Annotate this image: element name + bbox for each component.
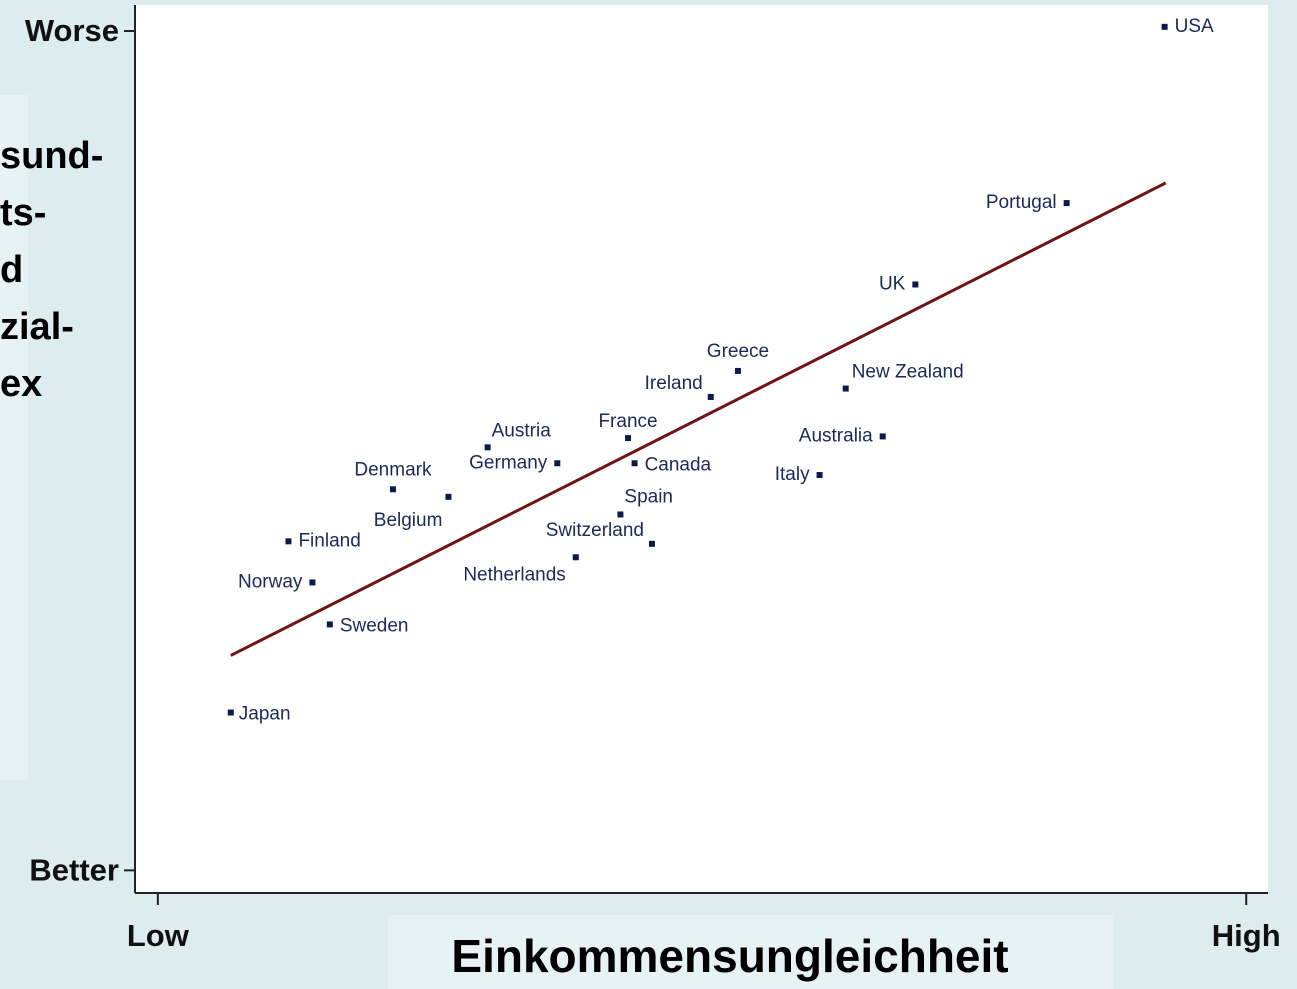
point-label: Canada: [645, 454, 712, 475]
point-label: USA: [1175, 16, 1214, 37]
label-panel: [0, 95, 28, 780]
point-label: Belgium: [374, 510, 443, 531]
point-label: Ireland: [645, 373, 703, 394]
point: [309, 579, 316, 586]
point-label: Austria: [492, 420, 552, 441]
point-label: Portugal: [986, 192, 1057, 213]
point: [617, 511, 624, 518]
point: [227, 709, 234, 716]
point: [389, 486, 396, 493]
point: [484, 444, 491, 451]
point: [734, 367, 741, 374]
point: [842, 385, 849, 392]
y-axis-label: sund-: [0, 135, 103, 177]
point-label: Netherlands: [463, 564, 565, 585]
point: [554, 460, 561, 467]
point-label: France: [598, 411, 657, 432]
point-label: Germany: [469, 452, 548, 473]
x-axis-label: Einkommensungleichheit: [451, 930, 1008, 982]
point-label: Finland: [298, 530, 360, 551]
point: [285, 538, 292, 545]
point: [1161, 23, 1168, 30]
y-axis-label: ex: [0, 363, 42, 405]
point-label: Switzerland: [546, 520, 644, 541]
point: [631, 460, 638, 467]
point-label: New Zealand: [852, 362, 964, 383]
y-axis-label: zial-: [0, 306, 74, 348]
point: [625, 435, 632, 442]
y-axis-label: ts-: [0, 192, 46, 234]
point-label: Italy: [775, 464, 810, 485]
point-label: Greece: [707, 341, 769, 362]
point-label: Japan: [239, 704, 291, 725]
x-tick-label: Low: [127, 918, 190, 953]
plot-area: [135, 5, 1268, 893]
xlabel-panel: [388, 915, 1113, 989]
point: [1063, 200, 1070, 207]
point-label: Denmark: [354, 459, 432, 480]
point: [572, 554, 579, 561]
trend-line: [230, 181, 1167, 657]
point: [879, 433, 886, 440]
x-tick-label: High: [1212, 918, 1281, 953]
point-label: Australia: [799, 425, 873, 446]
y-tick-label: Worse: [25, 13, 119, 48]
point: [912, 281, 919, 288]
point-label: UK: [879, 274, 906, 295]
point: [648, 540, 655, 547]
point-label: Sweden: [340, 615, 409, 636]
y-tick-label: Better: [29, 853, 119, 888]
point: [445, 493, 452, 500]
point: [326, 621, 333, 628]
point: [707, 393, 714, 400]
y-axis-label: d: [0, 249, 23, 291]
point-label: Norway: [238, 571, 303, 592]
point: [816, 472, 823, 479]
point-label: Spain: [624, 486, 673, 507]
